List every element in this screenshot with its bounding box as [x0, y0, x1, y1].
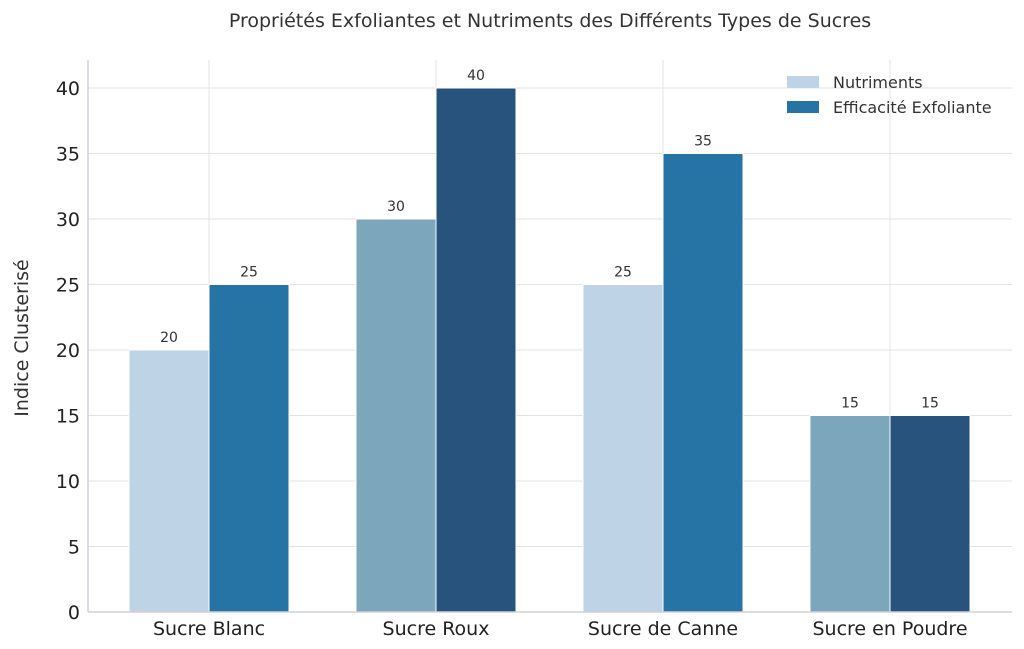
x-tick-label: Sucre en Poudre [812, 618, 967, 640]
y-tick-label: 40 [56, 78, 80, 100]
y-tick-label: 15 [56, 406, 80, 428]
bar-nutriments-2 [582, 284, 664, 613]
x-tick-label: Sucre Blanc [153, 618, 265, 640]
bar-value-label: 15 [921, 396, 939, 412]
bar-value-label: 25 [240, 265, 258, 281]
legend-label: Efficacité Exfoliante [833, 98, 992, 117]
bars [128, 87, 971, 613]
bar-efficacite-0 [208, 284, 290, 613]
bar-value-label: 40 [467, 68, 485, 84]
bar-value-label: 30 [387, 199, 405, 215]
bar-efficacite-1 [435, 87, 517, 613]
y-tick-label: 30 [56, 209, 80, 231]
bar-nutriments-3 [809, 415, 891, 613]
y-axis-label: Indice Clusterisé [11, 259, 33, 416]
y-tick-label: 20 [56, 340, 80, 362]
bar-value-label: 35 [694, 134, 712, 150]
axes: 0 5 10 15 20 25 30 35 40 Sucre Blanc Sucre Roux Suc… [56, 60, 1012, 640]
y-tick-label: 10 [56, 471, 80, 493]
bar-nutriments-1 [355, 218, 437, 613]
x-tick-label: Sucre Roux [383, 618, 490, 640]
y-tick-label: 5 [68, 537, 80, 559]
legend: Nutriments Efficacité Exfoliante [787, 73, 992, 117]
y-tick-label: 35 [56, 144, 80, 166]
bar-efficacite-2 [662, 153, 744, 613]
bar-value-label: 15 [841, 396, 859, 412]
x-tick-label: Sucre de Canne [588, 618, 738, 640]
legend-swatch [787, 76, 819, 88]
legend-label: Nutriments [833, 73, 923, 92]
bar-value-label: 20 [160, 330, 178, 346]
y-tick-label: 25 [56, 275, 80, 297]
bar-value-label: 25 [614, 265, 632, 281]
y-tick-label: 0 [68, 602, 80, 624]
chart-title: Propriétés Exfoliantes et Nutriments des… [228, 10, 872, 32]
bar-nutriments-0 [128, 349, 210, 613]
bar-efficacite-3 [889, 415, 971, 613]
legend-swatch [787, 101, 819, 113]
value-labels: 20 30 25 15 25 40 35 15 [160, 68, 939, 412]
